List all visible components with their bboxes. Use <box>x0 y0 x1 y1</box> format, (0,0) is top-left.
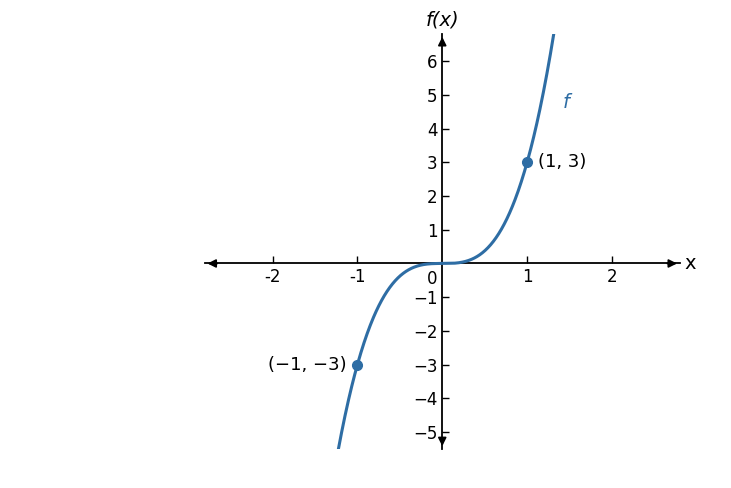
Text: x: x <box>684 254 696 273</box>
Text: f(x): f(x) <box>425 10 459 29</box>
Text: (1, 3): (1, 3) <box>538 153 586 171</box>
Text: (−1, −3): (−1, −3) <box>268 356 346 374</box>
Text: 0: 0 <box>427 270 437 287</box>
Text: f: f <box>563 93 569 112</box>
